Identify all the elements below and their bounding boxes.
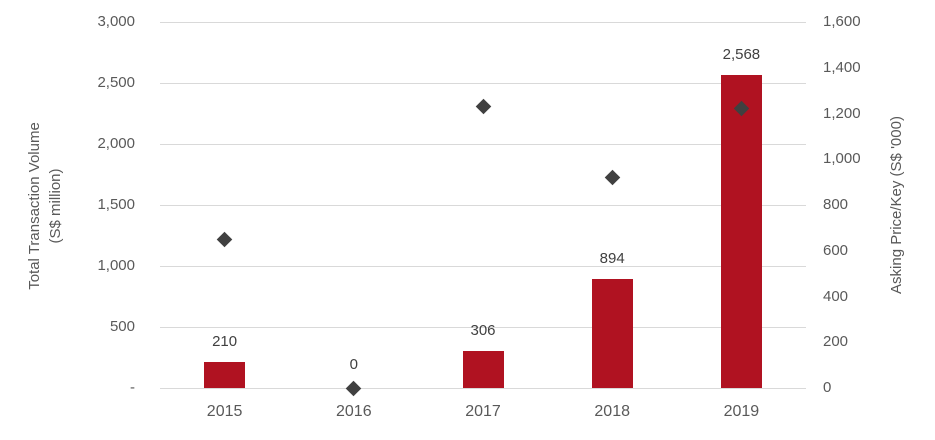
bar-data-label: 894 xyxy=(599,249,625,267)
asking-price-diamond-marker xyxy=(346,380,362,396)
transaction-volume-bar xyxy=(720,74,762,388)
right-axis-title: Asking Price/Key (S$ '000) xyxy=(888,116,905,294)
x-axis-category-label: 2019 xyxy=(723,403,760,420)
right-axis-tick-label: 200 xyxy=(823,333,849,351)
left-axis-tick-label: 3,000 xyxy=(97,13,135,30)
gridline xyxy=(160,143,806,145)
right-axis-tick-label: 1,000 xyxy=(823,150,861,168)
right-axis-tick-label: 400 xyxy=(823,287,849,305)
x-axis-category-label: 2018 xyxy=(594,403,630,420)
gridline xyxy=(160,326,806,328)
gridline xyxy=(160,82,806,84)
asking-price-diamond-marker xyxy=(475,98,491,115)
left-axis-tick-label: 2,000 xyxy=(97,135,135,152)
transaction-volume-bar xyxy=(591,278,633,388)
bar-data-label: 306 xyxy=(470,321,496,339)
bar-data-label: 0 xyxy=(349,356,358,373)
left-axis-tick-label: - xyxy=(130,379,135,396)
left-axis-tick-label: 500 xyxy=(109,318,135,335)
asking-price-diamond-marker xyxy=(604,169,620,186)
right-axis-tick-label: 1,600 xyxy=(823,13,861,30)
left-axis-tick-label: 1,500 xyxy=(97,196,135,213)
x-axis-category-label: 2017 xyxy=(465,403,501,420)
right-axis-tick-label: 800 xyxy=(823,196,849,213)
gridline xyxy=(160,21,806,23)
bar-data-label: 2,568 xyxy=(722,45,761,63)
right-axis-tick-label: 600 xyxy=(823,241,849,259)
x-axis-category-label: 2016 xyxy=(336,403,372,420)
transaction-volume-bar xyxy=(462,350,504,388)
gridline xyxy=(160,204,806,206)
x-axis-category-label: 2015 xyxy=(206,403,243,420)
right-axis-tick-label: 1,200 xyxy=(823,104,861,122)
gridline xyxy=(160,265,806,267)
asking-price-diamond-marker xyxy=(216,231,233,248)
right-axis-tick-label: 1,400 xyxy=(823,58,861,76)
gridline xyxy=(160,387,806,389)
bar-data-label: 210 xyxy=(212,333,238,351)
left-axis-tick-label: 1,000 xyxy=(97,257,135,274)
transaction-volume-bar xyxy=(204,362,246,388)
left-axis-tick-label: 2,500 xyxy=(97,74,135,91)
right-axis-tick-label: 0 xyxy=(823,379,832,396)
